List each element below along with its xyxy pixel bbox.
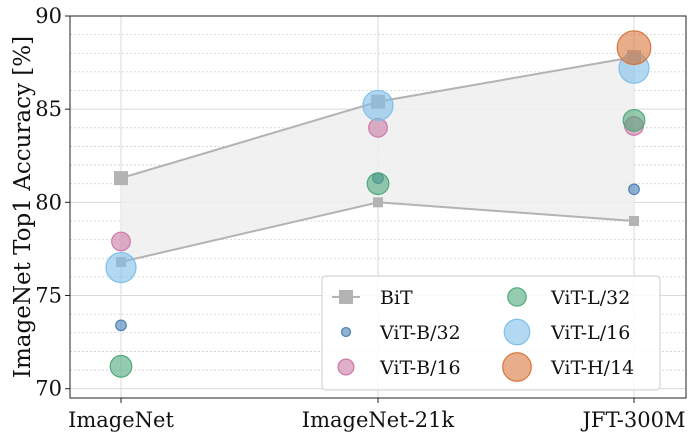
x-tick-label: ImageNet-21k: [302, 408, 455, 432]
legend-vit-b-32-marker: [340, 326, 352, 338]
legend-vit-b-16-label: ViT-B/16: [379, 357, 461, 379]
bit-lower-marker: [629, 215, 639, 226]
legend-bit-marker: [339, 290, 353, 304]
axes: 70 75 80 85 90 ImageNet ImageNet-21k JFT-300M Im…: [10, 4, 687, 432]
vit-l-32-point: [622, 108, 646, 132]
legend-box: [321, 275, 661, 391]
y-tick-label: 85: [35, 97, 62, 121]
vit-l-16-point: [105, 251, 137, 284]
y-tick-label: 90: [35, 4, 62, 28]
vit-l-16-point: [362, 89, 394, 122]
vit-b-32-point: [628, 183, 640, 196]
y-tick-label: 70: [35, 377, 62, 401]
data-points: [105, 30, 652, 378]
x-tick-label: ImageNet: [68, 408, 174, 432]
bit-upper-marker: [114, 171, 128, 186]
vit-b-32-point: [115, 319, 127, 332]
legend-vit-b-32-label: ViT-B/32: [379, 322, 461, 344]
vit-l-32-point: [366, 172, 390, 196]
vit-h-14-point: [616, 30, 652, 66]
legend-vit-b-16-marker: [337, 358, 355, 376]
y-axis-title: ImageNet Top1 Accuracy [%]: [10, 36, 36, 378]
legend-vit-l-16-marker: [503, 318, 531, 346]
legend-vit-l-32-label: ViT-L/32: [550, 287, 630, 309]
vit-b-16-point: [368, 117, 388, 138]
legend-vit-h-14-label: ViT-H/14: [550, 357, 634, 379]
legend-vit-l-32-marker: [507, 287, 527, 307]
x-tick-label: JFT-300M: [581, 408, 686, 432]
legend: BiT ViT-L/32 ViT-B/32 ViT-L/16 ViT-B/16 ViT-H…: [321, 275, 661, 391]
y-tick-label: 80: [35, 190, 62, 214]
bit-lower-marker: [373, 197, 383, 208]
legend-vit-l-16-label: ViT-L/16: [550, 322, 630, 344]
vit-l-32-point: [109, 354, 133, 378]
y-tick-label: 75: [35, 284, 62, 308]
legend-vit-h-14-marker: [502, 352, 532, 382]
legend-bit-label: BiT: [380, 287, 413, 309]
vit-b-16-point: [111, 231, 131, 252]
